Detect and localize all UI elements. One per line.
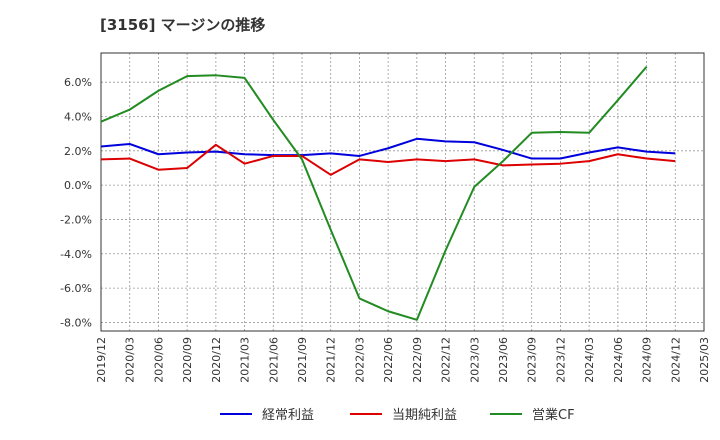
x-tick-label: 2024/06 [612,337,625,383]
x-tick-label: 2022/03 [353,337,366,383]
x-tick-label: 2020/06 [152,337,165,383]
legend: 経常利益 当期純利益 営業CF [220,407,575,423]
grid-layer [101,53,704,331]
x-tick-label: 2019/12 [95,337,108,383]
x-tick-label: 2021/03 [239,337,252,383]
series-line-3 [100,66,648,321]
axis-labels: -8.0% -6.0% -4.0% -2.0% 0.0% 2.0% 4.0% 6.0% 2019… [60,76,711,383]
x-tick-label: 2022/09 [411,337,424,383]
y-tick-label: -8.0% [60,316,92,329]
x-tick-label: 2024/09 [641,337,654,383]
x-tick-label: 2020/09 [181,337,194,383]
series-line-1 [100,137,676,160]
y-tick-label: 0.0% [64,179,92,192]
x-tick-label: 2021/09 [296,337,309,383]
x-tick-label: 2025/03 [698,337,711,383]
x-tick-label: 2023/03 [468,337,481,383]
y-tick-label: 4.0% [64,110,92,123]
series-line-2 [100,143,676,176]
series-layer [100,66,676,321]
plot-area-frame [100,52,705,332]
x-tick-label: 2021/06 [267,337,280,383]
x-tick-label: 2023/09 [526,337,539,383]
x-tick-label: 2021/12 [325,337,338,383]
y-tick-label: -4.0% [60,248,92,261]
legend-label: 営業CF [532,407,575,423]
x-tick-label: 2024/03 [583,337,596,383]
chart-title: [3156] マージンの推移 [100,16,266,34]
y-tick-label: -6.0% [60,282,92,295]
x-tick-label: 2020/12 [210,337,223,383]
y-tick-label: 2.0% [64,145,92,158]
y-tick-label: 6.0% [64,76,92,89]
x-tick-label: 2022/12 [440,337,453,383]
x-tick-label: 2020/03 [124,337,137,383]
x-tick-label: 2024/12 [669,337,682,383]
x-tick-label: 2023/06 [497,337,510,383]
legend-label: 当期純利益 [392,408,457,423]
x-tick-label: 2023/12 [554,337,567,383]
y-tick-label: -2.0% [60,213,92,226]
x-tick-label: 2022/06 [382,337,395,383]
legend-label: 経常利益 [262,408,314,423]
